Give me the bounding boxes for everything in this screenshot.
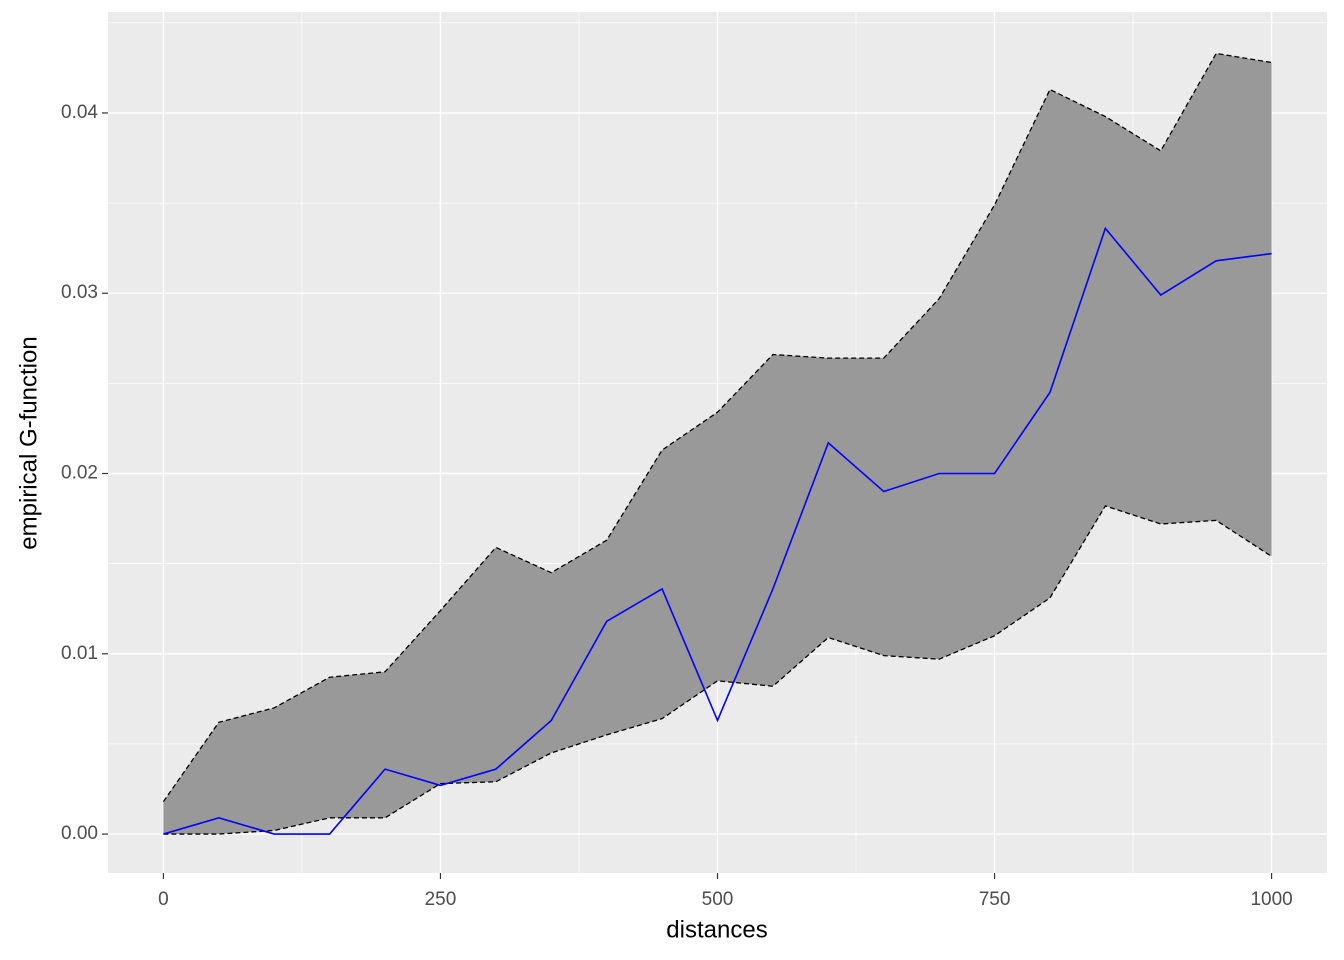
x-tick-label: 500 [702,889,734,910]
upper-envelope [162,52,1272,802]
y-tick-label: 0.03 [61,282,98,303]
x-axis-title: distances [666,916,767,943]
x-tick-label: 750 [979,889,1011,910]
x-tick-label: 0 [158,889,169,910]
y-axis-title: empirical G-function [15,336,42,549]
x-tick-label: 250 [425,889,457,910]
envelope-band [163,53,1272,835]
y-tick-label: 0.02 [61,463,98,484]
y-tick-label: 0.01 [61,643,98,664]
y-tick-label: 0.00 [61,823,98,844]
lower-envelope [163,505,1272,835]
y-tick-label: 0.04 [61,102,98,123]
g-function-line [163,226,1272,835]
x-tick-label: 1000 [1250,889,1292,910]
